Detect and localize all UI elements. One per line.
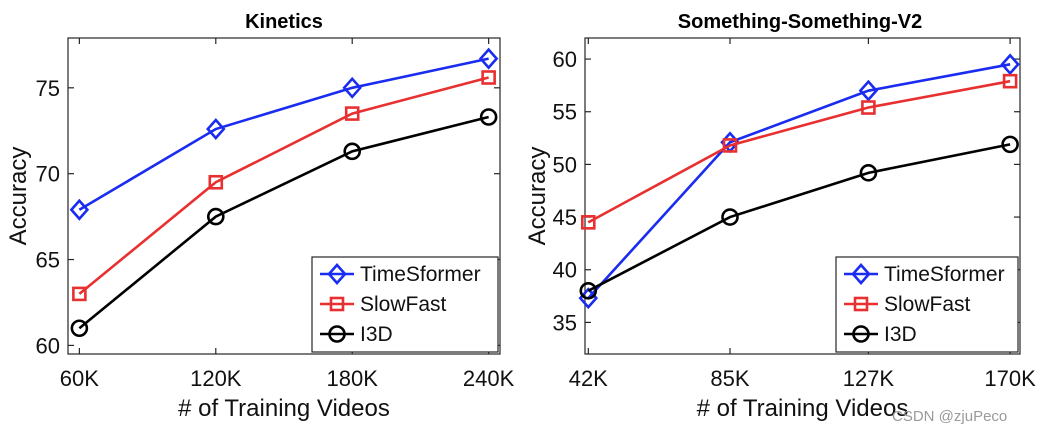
data-point [69, 198, 90, 221]
series-slowfast [72, 70, 496, 302]
data-point [206, 118, 226, 140]
data-point [579, 281, 598, 300]
data-point [343, 142, 362, 161]
data-point [342, 76, 362, 99]
series-timesformer [69, 47, 499, 221]
data-point [721, 208, 739, 226]
square-marker-icon [853, 296, 869, 312]
ssv2-chart: Something-Something-V2 35 40 45 50 55 60 42K 85K… [524, 11, 1036, 422]
diamond-marker-icon [851, 263, 871, 285]
data-point [481, 70, 496, 85]
y-tick-label: 45 [553, 205, 577, 230]
y-tick-label: 65 [36, 248, 60, 273]
series-i3d [70, 108, 498, 338]
y-tick-label: 60 [36, 333, 60, 358]
circle-marker-icon [328, 325, 346, 343]
x-tick-label: 240K [463, 366, 515, 391]
y-tick-label: 35 [553, 310, 577, 335]
series-line [78, 115, 489, 330]
x-tick-label: 120K [190, 366, 242, 391]
y-tick-label: 75 [36, 76, 60, 101]
legend: TimeSformer SlowFast I3D [835, 256, 1019, 353]
plot-area-frame [584, 37, 1021, 355]
series-line [587, 79, 1011, 224]
data-point [580, 215, 596, 230]
data-point [344, 106, 360, 121]
data-point [70, 319, 89, 338]
legend-label: I3D [360, 323, 393, 346]
y-tick-label: 70 [36, 162, 60, 187]
data-point [206, 207, 225, 226]
y-tick-label: 60 [553, 47, 577, 72]
data-point [861, 100, 876, 115]
legend-label: I3D [884, 323, 917, 346]
legend-label: SlowFast [884, 293, 971, 316]
series-line [587, 63, 1011, 300]
series-line [587, 143, 1011, 292]
data-point [1000, 53, 1020, 76]
kinetics-chart: Kinetics 60 65 70 75 60K 120K 180K 240K # of Trai… [5, 11, 515, 422]
x-tick-label: 180K [327, 366, 379, 391]
legend-label: TimeSformer [884, 263, 1005, 286]
x-axis-label: # of Training Videos [697, 395, 909, 422]
x-tick-label: 42K [569, 366, 608, 391]
legend-label: TimeSformer [360, 263, 481, 286]
x-tick-label: 170K [984, 366, 1036, 391]
chart-title: Kinetics [245, 11, 323, 33]
y-tick-label: 40 [553, 258, 577, 283]
data-point [722, 138, 738, 153]
x-axis-label: # of Training Videos [178, 395, 390, 422]
data-point [859, 164, 878, 182]
y-axis-label: Accuracy [524, 147, 551, 246]
series-line [78, 76, 489, 295]
chart-title: Something-Something-V2 [678, 11, 922, 33]
x-tick-label: 127K [843, 366, 895, 391]
data-point [1002, 73, 1018, 89]
watermark: CSDN @zjuPeco [892, 408, 1007, 425]
circle-marker-icon [852, 325, 870, 343]
x-tick-label: 60K [60, 366, 99, 391]
y-tick-label: 50 [553, 152, 577, 177]
y-axis-label: Accuracy [5, 147, 32, 246]
series-slowfast [580, 73, 1018, 230]
data-point [208, 174, 224, 190]
diamond-marker-icon [327, 263, 347, 285]
data-point [478, 47, 499, 70]
legend-label: SlowFast [360, 293, 447, 316]
data-point [1001, 135, 1019, 154]
series-i3d [579, 135, 1019, 300]
data-point [72, 286, 87, 302]
data-point [479, 108, 498, 126]
square-marker-icon [329, 296, 345, 312]
series-line [78, 57, 489, 211]
x-tick-label: 85K [710, 366, 749, 391]
plot-area-frame [67, 37, 501, 355]
data-point [858, 79, 879, 102]
y-tick-label: 55 [553, 100, 577, 125]
legend: TimeSformer SlowFast I3D [311, 256, 499, 353]
